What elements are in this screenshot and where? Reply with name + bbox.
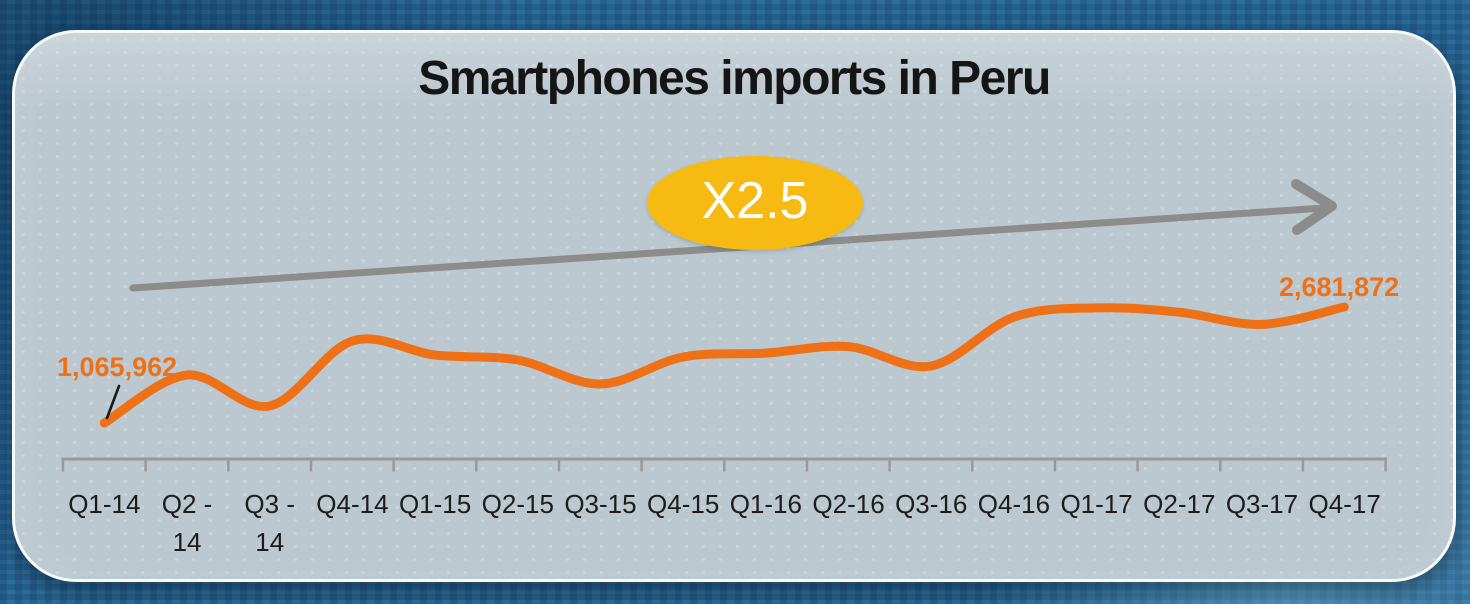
chart-title: Smartphones imports in Peru: [418, 52, 1051, 105]
x-axis-label: Q3-15: [564, 489, 637, 519]
x-axis-label: Q1-14: [68, 489, 141, 519]
x-axis-label: Q2 - 14: [161, 489, 213, 557]
x-axis-label: Q2-16: [812, 489, 885, 519]
x-axis-label: Q3-17: [1225, 489, 1299, 519]
x-axis-label: Q1-16: [729, 489, 802, 519]
x-axis-label: Q1-15: [398, 489, 472, 519]
x-axis-label: Q3 - 14: [244, 489, 295, 557]
x-axis-label: Q1-17: [1060, 489, 1133, 519]
x-axis-label: Q3-16: [895, 489, 968, 519]
x-axis-label: Q4-17: [1308, 489, 1381, 519]
x-axis-labels: Q1-14 Q2 - 14 Q3 - 14 Q4-14 Q1-15 Q2-15 Q3-15 Q…: [63, 486, 1386, 561]
x-axis-label: Q2-17: [1143, 489, 1216, 519]
growth-multiplier-label: X2.5: [701, 172, 809, 230]
x-axis-label: Q2-15: [481, 489, 554, 519]
growth-multiplier-badge: X2.5: [647, 156, 863, 250]
x-axis-label: Q4-16: [977, 489, 1051, 519]
x-axis-label: Q4-14: [316, 489, 389, 519]
first-point-data-label: 1,065,962: [57, 352, 178, 382]
x-axis-label: Q4-15: [647, 489, 720, 519]
last-point-data-label: 2,681,872: [1279, 272, 1400, 302]
